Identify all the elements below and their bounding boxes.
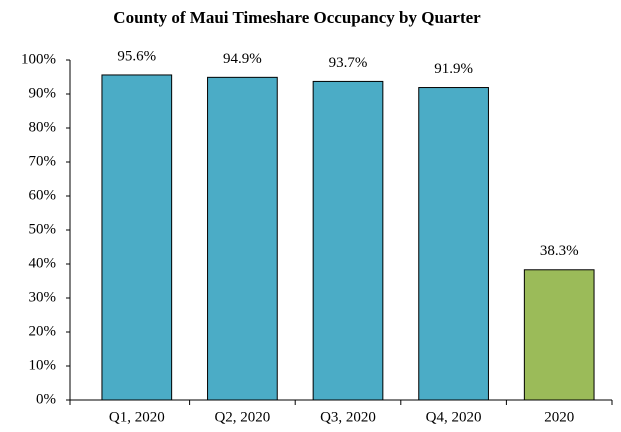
bar — [101, 74, 173, 401]
bar — [523, 269, 595, 401]
y-tick-label: 70% — [29, 153, 57, 169]
x-tick-label: Q1, 2020 — [109, 409, 165, 425]
y-tick-label: 90% — [29, 85, 57, 101]
y-tick-label: 10% — [29, 357, 57, 373]
chart-title: County of Maui Timeshare Occupancy by Qu… — [113, 8, 481, 27]
bar — [207, 76, 278, 401]
y-tick-label: 80% — [29, 119, 57, 135]
y-tick-label: 60% — [29, 187, 57, 203]
data-label: 91.9% — [434, 61, 473, 77]
x-tick-label: Q3, 2020 — [320, 409, 376, 425]
y-tick-label: 50% — [29, 221, 57, 237]
bar — [312, 80, 384, 401]
bar — [418, 87, 489, 401]
data-label: 95.6% — [117, 48, 156, 64]
x-tick-label: Q4, 2020 — [426, 409, 482, 425]
data-label: 38.3% — [540, 243, 579, 259]
y-tick-label: 40% — [29, 255, 57, 271]
y-tick-label: 100% — [21, 51, 56, 67]
y-tick-label: 30% — [29, 289, 57, 305]
x-tick-label: Q2, 2020 — [214, 409, 270, 425]
data-label: 94.9% — [223, 51, 262, 67]
y-tick-label: 20% — [29, 323, 57, 339]
y-tick-label: 0% — [36, 391, 56, 407]
data-label: 93.7% — [329, 55, 368, 71]
x-tick-label: 2020 — [544, 409, 574, 425]
